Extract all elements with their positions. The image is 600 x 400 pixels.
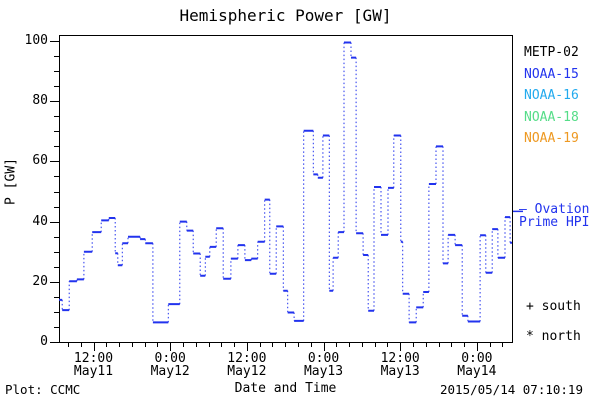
legend-item-metp-02: METP-02 xyxy=(524,45,579,60)
axis-ticks xyxy=(50,41,503,351)
satellite-legend: METP-02 NOAA-15 NOAA-16 NOAA-18 NOAA-19 xyxy=(524,0,600,200)
ovation-label: — Ovation Prime HPI xyxy=(519,203,599,229)
plot-border xyxy=(59,35,513,343)
chart-title: Hemispheric Power [GW] xyxy=(179,6,392,25)
footer-plot-credit: Plot: CCMC xyxy=(5,382,81,397)
ovation-label-line2: Prime HPI xyxy=(519,215,590,230)
legend-item-noaa-19: NOAA-19 xyxy=(524,131,579,146)
ovation-label-line1: — Ovation xyxy=(519,202,590,217)
south-marker-label: + south xyxy=(526,299,581,314)
footer-timestamp: 2015/05/14 07:10:19 xyxy=(440,382,583,397)
legend-item-noaa-15: NOAA-15 xyxy=(524,66,579,82)
x-axis-label: Date and Time xyxy=(234,381,337,396)
hpi-step-line xyxy=(59,41,512,324)
hpi-step-connectors xyxy=(61,42,511,323)
legend-item-noaa-18: NOAA-18 xyxy=(524,109,579,125)
north-marker-label: * north xyxy=(526,329,581,344)
legend-item-noaa-16: NOAA-16 xyxy=(524,88,579,103)
